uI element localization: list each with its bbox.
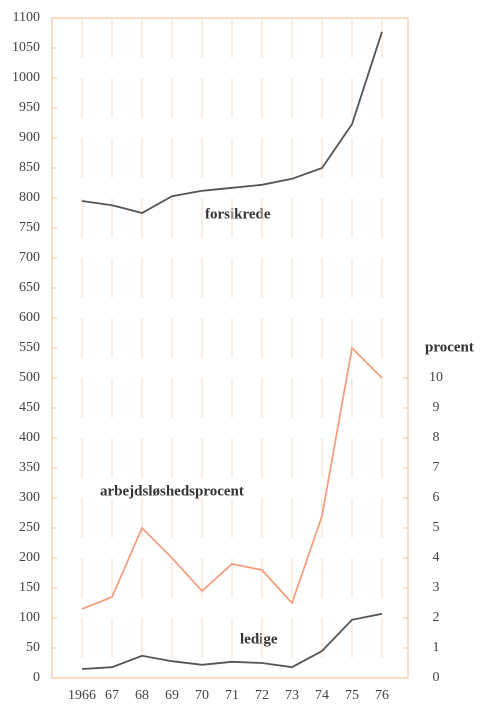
y-tick-label: 350 bbox=[19, 460, 40, 475]
y-tick-label: 650 bbox=[19, 280, 40, 295]
y2-tick-label: 2 bbox=[433, 610, 440, 625]
y-tick-label: 550 bbox=[19, 340, 40, 355]
y-tick-label: 1100 bbox=[13, 10, 40, 25]
y-tick-label: 200 bbox=[19, 550, 40, 565]
x-tick-label: 1966 bbox=[68, 688, 96, 703]
y2-tick-label: 9 bbox=[433, 400, 440, 415]
y2-tick-label: 8 bbox=[433, 430, 440, 445]
y-tick-label: 250 bbox=[19, 520, 40, 535]
y-tick-label: 700 bbox=[19, 250, 40, 265]
y2-tick-label: 0 bbox=[433, 670, 440, 685]
x-tick-label: 69 bbox=[165, 688, 179, 703]
y-tick-label: 900 bbox=[19, 130, 40, 145]
y-tick-label: 300 bbox=[19, 490, 40, 505]
y-tick-label: 50 bbox=[26, 640, 40, 655]
x-tick-label: 73 bbox=[285, 688, 299, 703]
x-tick-label: 68 bbox=[135, 688, 149, 703]
y-tick-label: 600 bbox=[19, 310, 40, 325]
series-line bbox=[81, 346, 383, 610]
y-tick-label: 500 bbox=[19, 370, 40, 385]
y-tick-label: 1050 bbox=[12, 40, 40, 55]
y-tick-label: 750 bbox=[19, 220, 40, 235]
x-tick-label: 70 bbox=[195, 688, 209, 703]
series-line bbox=[81, 31, 383, 214]
y2-tick-label: 1 bbox=[433, 640, 440, 655]
series-label: ledige bbox=[240, 631, 278, 647]
x-tick-label: 76 bbox=[375, 688, 389, 703]
y2-tick-label: 3 bbox=[433, 580, 440, 595]
y2-tick-label: 10 bbox=[429, 370, 443, 385]
y2-tick-label: 7 bbox=[433, 460, 440, 475]
y-tick-label: 950 bbox=[19, 100, 40, 115]
y-tick-label: 450 bbox=[19, 400, 40, 415]
x-tick-label: 75 bbox=[345, 688, 359, 703]
y-tick-label: 850 bbox=[19, 160, 40, 175]
y-tick-label: 400 bbox=[19, 430, 40, 445]
y2-tick-label: 6 bbox=[433, 490, 440, 505]
series-line bbox=[81, 612, 383, 670]
y-tick-label: 1000 bbox=[12, 70, 40, 85]
y2-tick-label: 5 bbox=[433, 520, 440, 535]
series-label: forsikrede bbox=[205, 206, 271, 222]
y2-axis-label: procent bbox=[425, 339, 474, 355]
x-tick-label: 72 bbox=[255, 688, 269, 703]
x-tick-label: 67 bbox=[105, 688, 119, 703]
y-tick-label: 0 bbox=[33, 670, 40, 685]
y2-tick-label: 4 bbox=[433, 550, 440, 565]
y-tick-label: 800 bbox=[19, 190, 40, 205]
x-tick-label: 74 bbox=[315, 688, 329, 703]
y-tick-label: 150 bbox=[19, 580, 40, 595]
x-tick-label: 71 bbox=[225, 688, 239, 703]
y-tick-label: 100 bbox=[19, 610, 40, 625]
series-label: arbejdsløshedsprocent bbox=[100, 483, 244, 499]
